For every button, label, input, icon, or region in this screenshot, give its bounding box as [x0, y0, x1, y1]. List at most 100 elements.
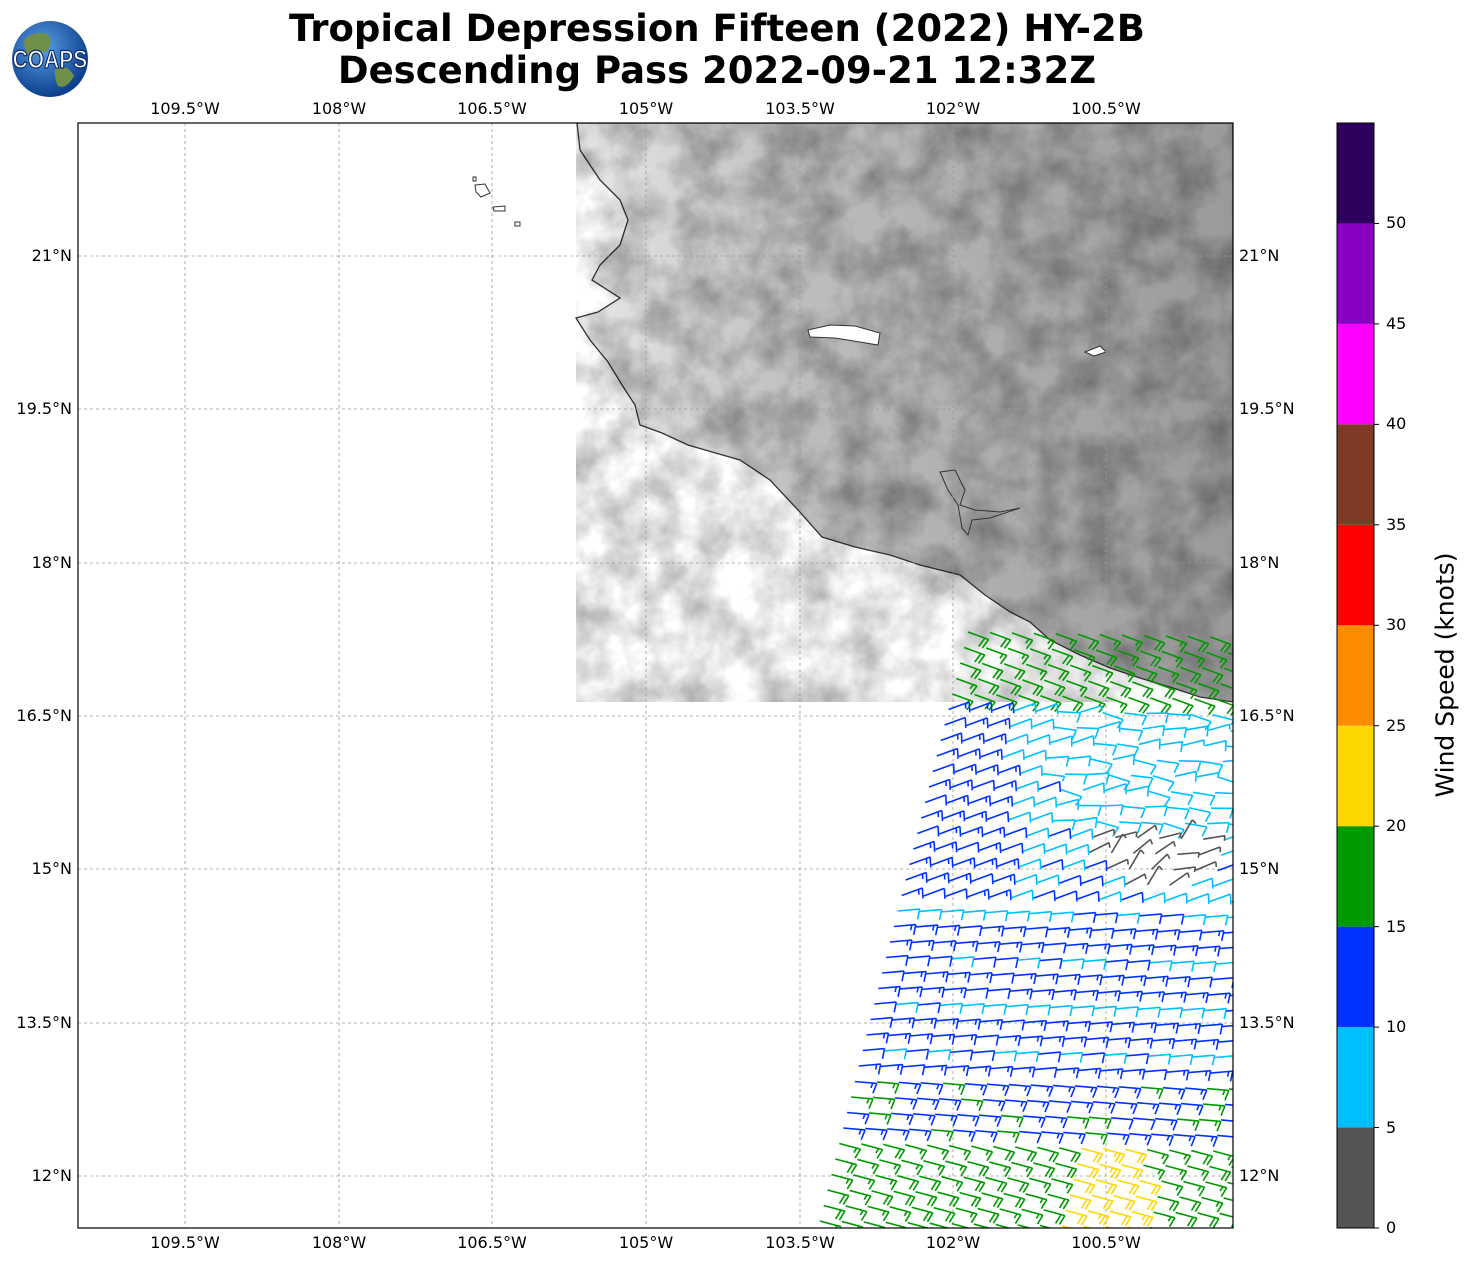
wind-barb: [1237, 1056, 1260, 1068]
wind-barb: [956, 677, 978, 695]
wind-barb: [1145, 805, 1168, 817]
wind-barb: [861, 1143, 884, 1159]
wind-barb: [1020, 1035, 1044, 1047]
wind-barb: [1154, 1117, 1178, 1131]
wind-barb: [1202, 1103, 1226, 1116]
wind-barb: [1048, 1100, 1072, 1113]
wind-barb: [1076, 989, 1099, 1001]
island-2: [492, 205, 506, 212]
wind-barb: [1064, 773, 1088, 785]
wind-barb: [1136, 824, 1158, 839]
wind-barb: [1190, 976, 1213, 988]
wind-barb: [1041, 1131, 1064, 1144]
wind-barb: [951, 1222, 974, 1228]
wind-barb: [915, 924, 939, 936]
wind-barb: [887, 1128, 910, 1141]
wind-barb: [1196, 772, 1220, 779]
lon-tick-label-bottom: 102°W: [925, 1233, 981, 1252]
wind-barb: [981, 662, 1004, 680]
wind-barb: [1157, 666, 1180, 684]
colorbar-bin: [1337, 424, 1374, 525]
wind-barb: [1011, 632, 1034, 650]
wind-barb: [954, 1034, 978, 1046]
wind-barb: [1028, 733, 1051, 746]
wind-barb: [923, 1159, 946, 1176]
wind-barb: [1173, 866, 1197, 873]
wind-barb: [1100, 1068, 1124, 1080]
wind-barb: [1022, 679, 1044, 697]
wind-barb: [1142, 724, 1166, 737]
colorbar-bin: [1337, 926, 1374, 1028]
colorbar-tick-label: 25: [1386, 715, 1407, 735]
wind-barb: [1110, 1116, 1134, 1130]
wind-barb: [970, 972, 993, 984]
wind-barb: [1085, 1132, 1108, 1145]
wind-barb: [1232, 1070, 1233, 1075]
wind-barb: [1075, 816, 1098, 828]
wind-barb: [1139, 913, 1163, 925]
wind-barb: [1019, 858, 1042, 870]
wind-barb: [1000, 678, 1022, 696]
wind-barb: [960, 1098, 984, 1112]
wind-barb: [926, 971, 949, 983]
wind-barb: [1011, 1161, 1034, 1178]
wind-barb: [912, 1113, 936, 1126]
wind-barb: [1182, 739, 1205, 747]
wind-barb: [946, 1065, 970, 1077]
wind-barb: [1051, 1178, 1074, 1194]
wind-barb: [1014, 972, 1037, 985]
wind-barb: [819, 1220, 842, 1228]
wind-barb: [883, 1143, 906, 1160]
wind-barb: [1029, 648, 1052, 666]
wind-barb: [989, 631, 1012, 649]
wind-barb: [989, 1161, 1012, 1178]
wind-barb: [1052, 1084, 1076, 1098]
wind-barb: [1135, 665, 1158, 683]
wind-barb: [985, 647, 1008, 665]
wind-barb: [977, 941, 1001, 953]
wind-barb: [1084, 958, 1107, 970]
wind-barb: [994, 780, 1018, 792]
wind-barb: [1007, 910, 1031, 922]
lon-tick-label-bottom: 103.5°W: [765, 1233, 835, 1252]
wind-barb: [882, 970, 905, 982]
wind-barb: [940, 1002, 964, 1014]
wind-barb: [1201, 667, 1224, 685]
wind-barb: [911, 939, 935, 951]
wind-barb: [835, 1158, 858, 1174]
wind-barb: [981, 925, 1005, 937]
wind-barb: [1030, 811, 1054, 824]
wind-barb: [1021, 941, 1045, 954]
wind-barb: [1200, 1023, 1224, 1035]
wind-barb: [1036, 973, 1059, 985]
wind-barb: [1200, 760, 1224, 775]
wind-barb: [1096, 1085, 1120, 1099]
wind-barb: [948, 701, 971, 713]
wind-barb: [976, 1034, 1000, 1046]
wind-barb: [972, 779, 996, 791]
wind-barb: [1162, 1086, 1186, 1100]
wind-barb: [1041, 858, 1064, 871]
wind-barb: [930, 955, 953, 967]
wind-barb: [1082, 1052, 1106, 1064]
wind-barb: [1030, 1084, 1054, 1097]
wind-barb: [1179, 1196, 1202, 1213]
wind-barb: [1016, 1050, 1040, 1063]
wind-barb: [1028, 1004, 1052, 1016]
wind-barb: [1180, 819, 1197, 840]
wind-barb: [1196, 1038, 1220, 1051]
wind-barb: [1106, 696, 1128, 714]
wind-barb: [1216, 961, 1233, 965]
wind-barb: [897, 1175, 920, 1191]
wind-barb: [1101, 804, 1124, 816]
wind-barb: [1132, 1117, 1156, 1131]
wind-barb: [918, 1002, 942, 1014]
wind-barb: [935, 841, 958, 853]
lat-tick-label-right: 19.5°N: [1239, 399, 1295, 418]
wind-barb: [1113, 665, 1136, 683]
wind-barb: [1234, 978, 1257, 990]
wind-barb: [1069, 664, 1092, 682]
wind-barb: [946, 794, 970, 806]
lat-tick-label-right: 13.5°N: [1239, 1013, 1295, 1032]
wind-barb: [1038, 780, 1062, 793]
